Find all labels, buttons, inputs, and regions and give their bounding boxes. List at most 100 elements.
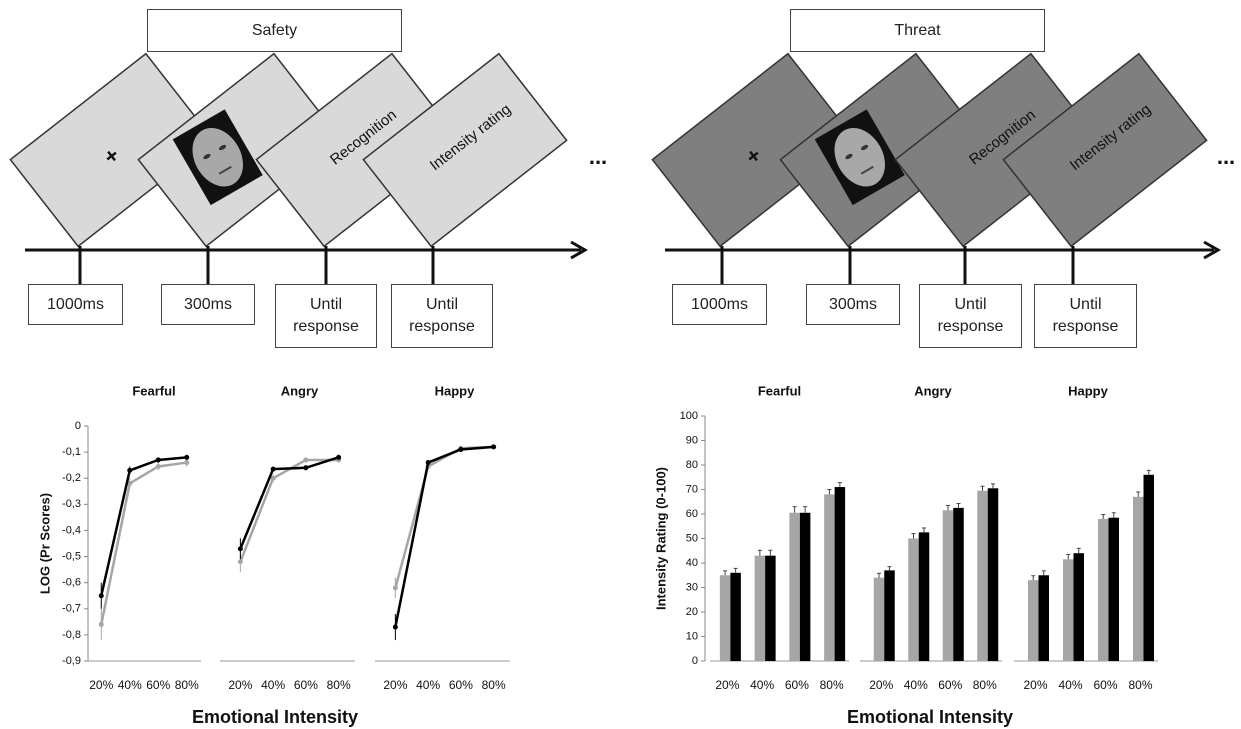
bar <box>1038 575 1049 661</box>
x-tick-label: 20% <box>228 678 252 692</box>
face-stimulus <box>172 109 263 206</box>
y-tick-label: 0 <box>692 655 698 667</box>
data-point <box>98 593 104 599</box>
condition-title: Safety <box>147 9 402 52</box>
face <box>834 128 885 187</box>
bar <box>1073 553 1084 661</box>
face-eye <box>860 144 869 151</box>
bar <box>953 507 964 661</box>
face-mouth <box>218 165 232 175</box>
data-point <box>127 467 133 473</box>
screen-frame <box>9 52 215 248</box>
x-tick-label: 40% <box>118 678 142 692</box>
x-tick-label: 80% <box>482 678 506 692</box>
x-tick-label: 40% <box>904 678 928 692</box>
series-line <box>239 456 340 550</box>
bar <box>1143 474 1154 661</box>
panel-title: Angry <box>914 383 952 398</box>
series-line <box>100 461 187 625</box>
face-stimulus <box>814 109 905 206</box>
y-tick-label: 50 <box>686 532 698 544</box>
panel-title: Fearful <box>758 383 801 398</box>
y-tick-label: 40 <box>686 557 698 569</box>
bar <box>1108 517 1119 661</box>
y-tick-label: -0,8 <box>62 629 81 641</box>
duration-box: 1000ms <box>672 284 767 325</box>
duration-box: 300ms <box>806 284 900 325</box>
series-line <box>394 445 494 589</box>
x-tick-label: 80% <box>327 678 351 692</box>
bar <box>730 572 741 661</box>
x-tick-label: 40% <box>261 678 285 692</box>
bar <box>799 512 811 661</box>
screen <box>779 52 985 248</box>
y-tick-label: 90 <box>686 434 698 446</box>
bar <box>918 532 930 661</box>
duration-box: 300ms <box>161 284 255 325</box>
y-tick-label: 30 <box>686 581 698 593</box>
data-point <box>155 463 161 469</box>
screen: + <box>651 52 857 248</box>
y-axis-label: Intensity Rating (0-100) <box>653 467 668 610</box>
series-line <box>394 445 494 628</box>
bar <box>987 488 999 661</box>
data-point <box>425 460 431 466</box>
x-tick-label: 20% <box>869 678 893 692</box>
data-point <box>184 454 190 460</box>
x-tick-label: 20% <box>383 678 407 692</box>
bar <box>789 512 800 661</box>
data-point <box>303 457 309 463</box>
bar <box>719 575 731 661</box>
face-eye <box>203 153 211 160</box>
bar <box>834 487 846 661</box>
screen-frame <box>1002 52 1208 248</box>
y-tick-label: 80 <box>686 459 698 471</box>
data-point <box>184 460 190 466</box>
panel-title: Happy <box>435 383 476 398</box>
screen-frame <box>651 52 857 248</box>
y-tick-label: 100 <box>680 410 698 422</box>
data-point <box>237 559 243 565</box>
y-tick-label: -0,1 <box>62 446 81 458</box>
x-tick-label: 80% <box>973 678 997 692</box>
bar <box>765 555 776 661</box>
panel-title: Happy <box>1068 383 1109 398</box>
x-tick-label: 60% <box>938 678 962 692</box>
data-point <box>458 447 464 452</box>
y-tick-label: 20 <box>686 606 698 618</box>
screen: + <box>9 52 215 248</box>
x-tick-label: 60% <box>785 678 809 692</box>
screen <box>137 52 343 248</box>
x-axis-label: Emotional Intensity <box>847 707 1013 727</box>
x-tick-label: 40% <box>416 678 440 692</box>
bar <box>1133 496 1144 661</box>
x-tick-label: 80% <box>175 678 199 692</box>
y-tick-label: -0,2 <box>62 472 81 484</box>
data-point <box>392 624 398 630</box>
y-axis-label: LOG (Pr Scores) <box>37 493 52 594</box>
y-tick-label: 0 <box>75 420 81 432</box>
x-tick-label: 20% <box>715 678 739 692</box>
duration-box: Until response <box>391 284 493 348</box>
x-tick-label: 20% <box>1023 678 1047 692</box>
duration-box: Until response <box>1034 284 1137 348</box>
panel-title: Fearful <box>132 383 175 398</box>
series-line <box>100 456 187 596</box>
y-tick-label: 10 <box>686 630 698 642</box>
bar <box>1063 559 1074 661</box>
panel-title: Angry <box>281 383 319 398</box>
data-point <box>155 457 161 463</box>
bar <box>873 577 885 661</box>
data-point <box>270 475 276 481</box>
screen-frame <box>362 52 568 248</box>
x-tick-label: 60% <box>146 678 170 692</box>
bar <box>754 555 766 661</box>
data-point <box>270 466 276 472</box>
screen: Intensity rating <box>362 52 568 248</box>
bar <box>908 538 919 661</box>
y-tick-label: -0,4 <box>62 524 81 536</box>
data-point <box>491 444 497 450</box>
bar <box>884 570 895 661</box>
